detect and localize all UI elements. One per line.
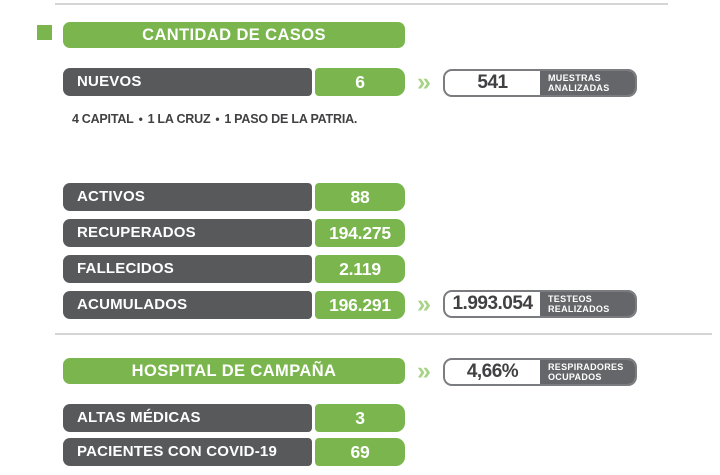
section-marker-square — [37, 25, 52, 40]
testeos-label-line1: TESTEOS — [548, 294, 593, 304]
hospital-section-title: HOSPITAL DE CAMPAÑA — [63, 358, 405, 384]
breakdown-count: 4 — [72, 112, 79, 126]
respiradores-ocupados-box: 4,66% RESPIRADORES OCUPADOS — [443, 358, 637, 386]
stat-row-fallecidos: FALLECIDOS 2.119 — [63, 255, 405, 283]
altas-medicas-label-bar: ALTAS MÉDICAS — [63, 404, 312, 432]
activos-value-box: 88 — [315, 183, 405, 211]
muestras-value: 541 — [477, 72, 508, 93]
new-cases-breakdown: 4 CAPITAL • 1 LA CRUZ • 1 PASO DE LA PATRIA. — [72, 112, 357, 126]
cases-section-title: CANTIDAD DE CASOS — [63, 22, 405, 48]
stat-row-altas-medicas: ALTAS MÉDICAS 3 — [63, 404, 405, 432]
section-divider — [55, 333, 712, 335]
pacientes-covid-value-box: 69 — [315, 438, 405, 466]
breakdown-count: 1 — [224, 112, 232, 126]
recuperados-label-bar: RECUPERADOS — [63, 219, 312, 247]
respiradores-label-line2: OCUPADOS — [548, 372, 602, 382]
acumulados-value-box: 196.291 — [315, 291, 405, 319]
breakdown-place: LA CRUZ — [157, 112, 211, 126]
breakdown-place: PASO DE LA PATRIA. — [234, 112, 358, 126]
bullet-separator: • — [138, 112, 143, 126]
nuevos-value-box: 6 — [315, 68, 405, 96]
chevron-right-icon: » — [417, 68, 431, 96]
chevron-right-icon: » — [417, 290, 431, 318]
stat-row-recuperados: RECUPERADOS 194.275 — [63, 219, 405, 247]
stat-row-activos: ACTIVOS 88 — [63, 183, 405, 211]
respiradores-label: RESPIRADORES OCUPADOS — [540, 360, 635, 384]
stat-row-pacientes-covid: PACIENTES CON COVID-19 69 — [63, 438, 405, 466]
breakdown-place: CAPITAL — [81, 112, 134, 126]
muestras-analizadas-box: 541 MUESTRAS ANALIZADAS — [443, 69, 637, 97]
stat-row-nuevos: NUEVOS 6 — [63, 68, 405, 96]
testeos-realizados-box: 1.993.054 TESTEOS REALIZADOS — [443, 290, 637, 318]
acumulados-label-bar: ACUMULADOS — [63, 291, 312, 319]
altas-medicas-value-box: 3 — [315, 404, 405, 432]
testeos-value: 1.993.054 — [452, 293, 533, 314]
muestras-label-line2: ANALIZADAS — [548, 83, 610, 93]
pacientes-covid-label-bar: PACIENTES CON COVID-19 — [63, 438, 312, 466]
activos-label-bar: ACTIVOS — [63, 183, 312, 211]
recuperados-value-box: 194.275 — [315, 219, 405, 247]
chevron-right-icon: » — [417, 357, 431, 385]
top-divider — [55, 3, 668, 5]
testeos-label-line2: REALIZADOS — [548, 304, 610, 314]
testeos-label: TESTEOS REALIZADOS — [540, 292, 635, 316]
muestras-label: MUESTRAS ANALIZADAS — [540, 71, 635, 95]
fallecidos-value-box: 2.119 — [315, 255, 405, 283]
fallecidos-label-bar: FALLECIDOS — [63, 255, 312, 283]
muestras-label-line1: MUESTRAS — [548, 73, 601, 83]
respiradores-value: 4,66% — [466, 361, 519, 382]
bullet-separator: • — [215, 112, 220, 126]
respiradores-label-line1: RESPIRADORES — [548, 362, 624, 372]
nuevos-label-bar: NUEVOS — [63, 68, 312, 96]
breakdown-count: 1 — [147, 112, 155, 126]
stat-row-acumulados: ACUMULADOS 196.291 — [63, 291, 405, 319]
